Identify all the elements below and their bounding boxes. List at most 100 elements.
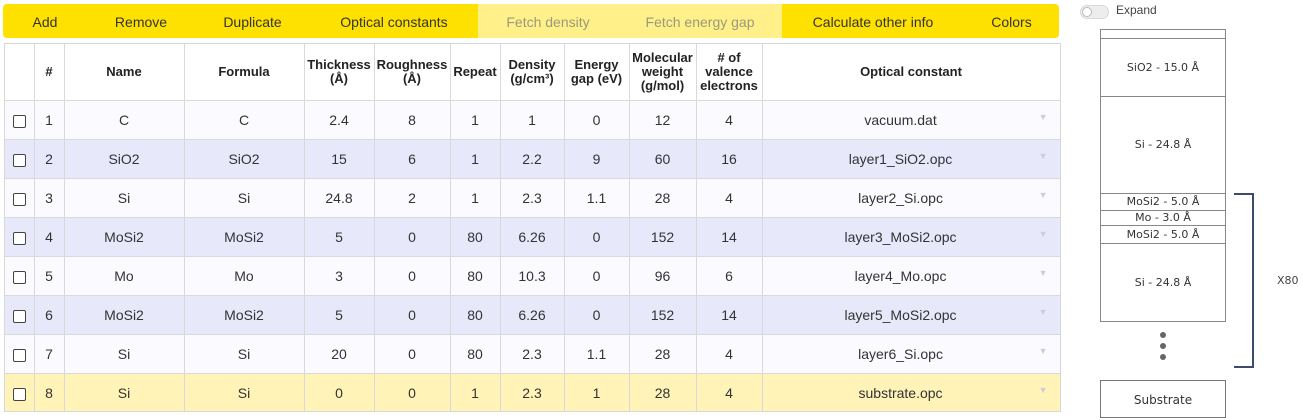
roughness-cell[interactable]: 0: [374, 217, 451, 257]
row-checkbox[interactable]: [12, 231, 26, 245]
repeat-cell[interactable]: 80: [450, 256, 501, 296]
molecular-weight-cell[interactable]: 60: [629, 139, 697, 179]
molecular-weight-cell[interactable]: 28: [629, 334, 697, 374]
repeat-header[interactable]: Repeat: [450, 44, 501, 101]
energy-gap-cell[interactable]: 0: [564, 256, 630, 296]
name-cell[interactable]: MoSi2: [64, 295, 185, 335]
name-cell[interactable]: Mo: [64, 256, 185, 296]
name-header[interactable]: Name: [64, 44, 185, 101]
duplicate-button[interactable]: Duplicate: [223, 14, 282, 30]
formula-cell[interactable]: C: [184, 100, 305, 140]
roughness-cell[interactable]: 0: [374, 256, 451, 296]
valence-cell[interactable]: 4: [696, 334, 763, 374]
expand-toggle[interactable]: [1080, 5, 1109, 19]
table-row[interactable]: 2 SiO2 SiO2 15 6 1 2.2 9 60 16 layer1_Si…: [5, 139, 1060, 179]
fetch-energy-gap-button[interactable]: Fetch energy gap: [618, 4, 782, 38]
valence-cell[interactable]: 14: [696, 217, 763, 257]
optical-constant-select[interactable]: layer6_Si.opc ▼: [762, 334, 1060, 374]
density-cell[interactable]: 2.3: [500, 373, 565, 411]
thickness-header[interactable]: Thickness (Å): [304, 44, 375, 101]
density-cell[interactable]: 2.3: [500, 334, 565, 374]
thickness-cell[interactable]: 0: [304, 373, 375, 411]
molecular-weight-cell[interactable]: 96: [629, 256, 697, 296]
valence-cell[interactable]: 14: [696, 295, 763, 335]
optical-constant-select[interactable]: layer3_MoSi2.opc ▼: [762, 217, 1060, 257]
add-button[interactable]: Add: [32, 14, 58, 30]
density-cell[interactable]: 6.26: [500, 217, 565, 257]
density-header[interactable]: Density (g/cm³): [500, 44, 565, 101]
calculate-other-info-button[interactable]: Calculate other info: [812, 14, 934, 30]
repeat-cell[interactable]: 1: [450, 100, 501, 140]
optical-constant-select[interactable]: vacuum.dat ▼: [762, 100, 1060, 140]
energy-gap-cell[interactable]: 1: [564, 373, 630, 411]
roughness-header[interactable]: Roughness (Å): [374, 44, 451, 101]
roughness-cell[interactable]: 2: [374, 178, 451, 218]
roughness-cell[interactable]: 0: [374, 373, 451, 411]
name-cell[interactable]: SiO2: [64, 139, 185, 179]
thickness-cell[interactable]: 24.8: [304, 178, 375, 218]
molecular-weight-cell[interactable]: 28: [629, 178, 697, 218]
table-row[interactable]: 4 MoSi2 MoSi2 5 0 80 6.26 0 152 14 layer…: [5, 217, 1060, 257]
formula-cell[interactable]: Si: [184, 334, 305, 374]
roughness-cell[interactable]: 0: [374, 295, 451, 335]
thickness-cell[interactable]: 15: [304, 139, 375, 179]
optical-constant-select[interactable]: layer5_MoSi2.opc ▼: [762, 295, 1060, 335]
density-cell[interactable]: 2.2: [500, 139, 565, 179]
density-cell[interactable]: 6.26: [500, 295, 565, 335]
optical-constant-select[interactable]: layer2_Si.opc ▼: [762, 178, 1060, 218]
formula-header[interactable]: Formula: [184, 44, 305, 101]
row-checkbox[interactable]: [12, 153, 26, 167]
valence-electrons-header[interactable]: # of valence electrons: [696, 44, 763, 101]
density-cell[interactable]: 1: [500, 100, 565, 140]
roughness-cell[interactable]: 0: [374, 334, 451, 374]
formula-cell[interactable]: Mo: [184, 256, 305, 296]
formula-cell[interactable]: MoSi2: [184, 217, 305, 257]
energy-gap-cell[interactable]: 1.1: [564, 178, 630, 218]
optical-constant-select[interactable]: layer4_Mo.opc ▼: [762, 256, 1060, 296]
density-cell[interactable]: 10.3: [500, 256, 565, 296]
table-row[interactable]: 6 MoSi2 MoSi2 5 0 80 6.26 0 152 14 layer…: [5, 295, 1060, 335]
row-checkbox[interactable]: [12, 270, 26, 284]
optical-constants-button[interactable]: Optical constants: [340, 14, 448, 30]
index-header[interactable]: #: [34, 44, 65, 101]
table-row[interactable]: 7 Si Si 20 0 80 2.3 1.1 28 4 layer6_Si.o…: [5, 334, 1060, 374]
valence-cell[interactable]: 16: [696, 139, 763, 179]
roughness-cell[interactable]: 8: [374, 100, 451, 140]
molecular-weight-cell[interactable]: 152: [629, 295, 697, 335]
optical-constant-select[interactable]: layer1_SiO2.opc ▼: [762, 139, 1060, 179]
repeat-cell[interactable]: 1: [450, 178, 501, 218]
energy-gap-cell[interactable]: 0: [564, 295, 630, 335]
table-row[interactable]: 3 Si Si 24.8 2 1 2.3 1.1 28 4 layer2_Si.…: [5, 178, 1060, 218]
row-checkbox[interactable]: [12, 114, 26, 128]
optical-constant-select[interactable]: substrate.opc ▼: [762, 373, 1060, 411]
name-cell[interactable]: Si: [64, 373, 185, 411]
fetch-density-button[interactable]: Fetch density: [478, 4, 618, 38]
valence-cell[interactable]: 4: [696, 100, 763, 140]
table-row-substrate[interactable]: 8 Si Si 0 0 1 2.3 1 28 4 substrate.opc ▼: [5, 373, 1060, 411]
repeat-cell[interactable]: 80: [450, 295, 501, 335]
remove-button[interactable]: Remove: [114, 14, 168, 30]
repeat-cell[interactable]: 1: [450, 373, 501, 411]
molecular-weight-cell[interactable]: 152: [629, 217, 697, 257]
energy-gap-header[interactable]: Energy gap (eV): [564, 44, 630, 101]
row-checkbox[interactable]: [12, 309, 26, 323]
repeat-cell[interactable]: 80: [450, 334, 501, 374]
row-checkbox[interactable]: [12, 348, 26, 362]
thickness-cell[interactable]: 2.4: [304, 100, 375, 140]
repeat-cell[interactable]: 1: [450, 139, 501, 179]
formula-cell[interactable]: Si: [184, 373, 305, 411]
row-checkbox[interactable]: [12, 387, 26, 401]
roughness-cell[interactable]: 6: [374, 139, 451, 179]
molecular-weight-header[interactable]: Molecular weight (g/mol): [629, 44, 697, 101]
optical-constant-header[interactable]: Optical constant: [762, 44, 1060, 101]
energy-gap-cell[interactable]: 1.1: [564, 334, 630, 374]
table-row[interactable]: 1 C C 2.4 8 1 1 0 12 4 vacuum.dat ▼: [5, 100, 1060, 140]
thickness-cell[interactable]: 5: [304, 217, 375, 257]
valence-cell[interactable]: 4: [696, 178, 763, 218]
formula-cell[interactable]: MoSi2: [184, 295, 305, 335]
formula-cell[interactable]: SiO2: [184, 139, 305, 179]
molecular-weight-cell[interactable]: 12: [629, 100, 697, 140]
name-cell[interactable]: C: [64, 100, 185, 140]
energy-gap-cell[interactable]: 0: [564, 217, 630, 257]
row-checkbox[interactable]: [12, 192, 26, 206]
